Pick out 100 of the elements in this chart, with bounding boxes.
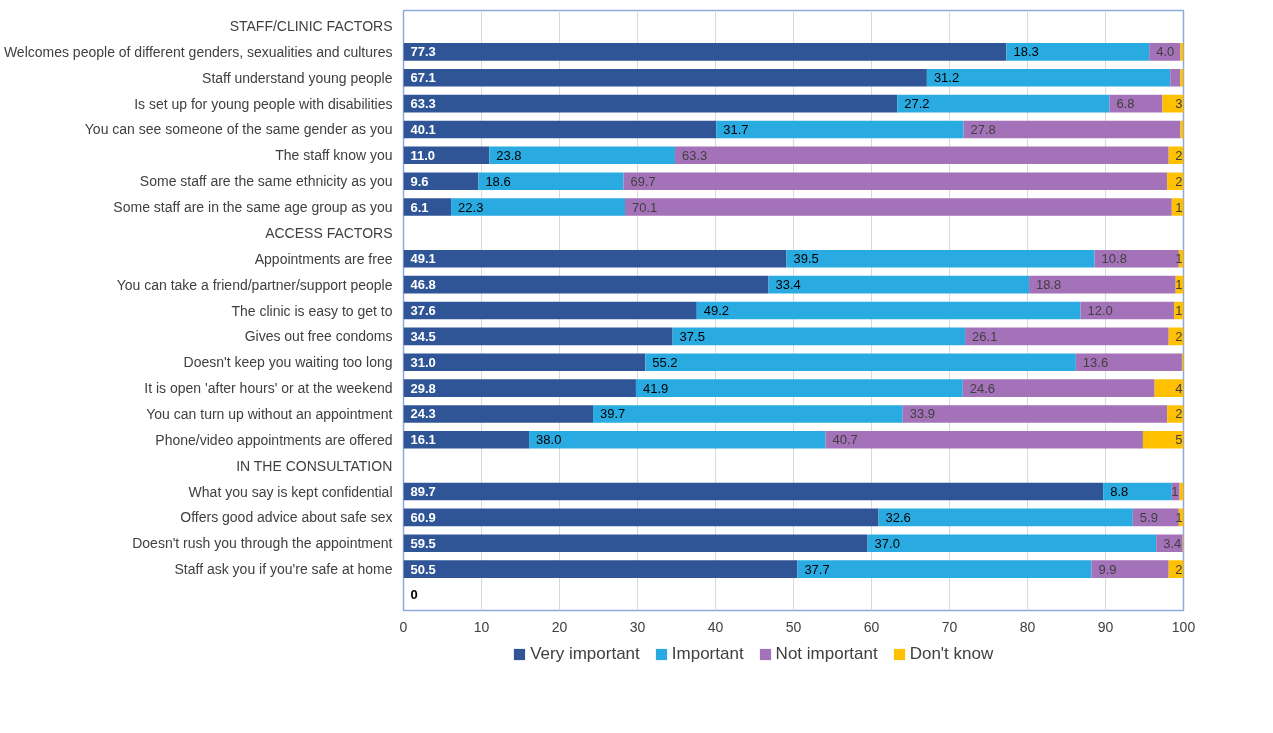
data-label: 18.3 xyxy=(1013,44,1039,60)
data-label: 37.6 xyxy=(410,303,436,318)
data-label: 37.0 xyxy=(874,535,900,551)
data-label: 27.8 xyxy=(970,121,996,137)
y-tick-label: Is set up for young people with disabilities xyxy=(134,95,393,112)
data-label: 22.3 xyxy=(458,199,484,215)
bar xyxy=(1180,68,1184,87)
data-label: 3 xyxy=(1175,96,1183,112)
data-label: 63.3 xyxy=(410,96,436,112)
bar xyxy=(403,431,530,449)
data-label: 31.0 xyxy=(410,354,436,370)
data-label: 41.9 xyxy=(642,380,669,396)
data-label: 1 xyxy=(1175,277,1183,293)
y-tick-label: Some staff are in the same age group as you xyxy=(113,199,393,216)
bar xyxy=(1180,43,1184,61)
data-label: 18.6 xyxy=(485,173,511,189)
data-label: 39.5 xyxy=(793,251,819,267)
data-label: 55.2 xyxy=(652,354,678,370)
data-label: 12.0 xyxy=(1087,303,1113,318)
x-tick-label: 30 xyxy=(629,618,646,635)
data-label: 69.7 xyxy=(630,173,656,189)
data-label: 4.0 xyxy=(1156,44,1175,60)
y-tick-label: What you say is kept confidential xyxy=(188,483,393,500)
data-label: 63.3 xyxy=(681,147,708,163)
legend-label: Very important xyxy=(530,644,640,664)
data-label: 13.6 xyxy=(1082,354,1109,370)
data-label: 37.5 xyxy=(679,328,705,344)
data-label: 33.4 xyxy=(775,277,801,293)
data-label: 50.5 xyxy=(410,561,436,577)
bar xyxy=(403,120,717,139)
bar xyxy=(478,172,624,190)
data-label: 10.8 xyxy=(1101,251,1127,267)
data-label: 59.5 xyxy=(410,535,436,551)
bar xyxy=(674,146,1169,165)
data-label: 40.7 xyxy=(832,432,858,448)
bar xyxy=(625,198,1172,216)
bar xyxy=(529,431,826,449)
bar xyxy=(926,68,1171,87)
bar xyxy=(1075,353,1182,372)
data-label: 60.9 xyxy=(410,509,436,525)
y-tick-label: The staff know you xyxy=(275,147,393,164)
bar xyxy=(403,405,594,423)
bar xyxy=(403,482,1104,501)
bar xyxy=(1091,560,1169,578)
y-tick-label: Doesn't rush you through the appointment xyxy=(132,535,393,552)
bar xyxy=(1142,431,1184,449)
bar xyxy=(403,301,697,320)
data-label: 89.7 xyxy=(410,484,436,500)
bar xyxy=(716,120,964,139)
bar xyxy=(451,198,626,216)
data-label: 24.3 xyxy=(410,406,436,422)
bar xyxy=(1180,120,1184,139)
x-tick-label: 0 xyxy=(399,618,408,635)
y-tick-label: STAFF/CLINIC FACTORS xyxy=(229,18,393,35)
bar xyxy=(403,172,479,190)
data-label: 38.0 xyxy=(536,432,562,448)
y-tick-label: Appointments are free xyxy=(254,250,393,267)
data-label: 33.9 xyxy=(909,406,936,422)
bar xyxy=(623,172,1168,190)
x-tick-label: 100 xyxy=(1171,618,1196,635)
data-label: 40.1 xyxy=(410,121,436,137)
bar xyxy=(962,379,1155,397)
data-label: 49.2 xyxy=(703,303,730,318)
data-label: 39.7 xyxy=(600,406,626,422)
bar xyxy=(403,353,646,372)
data-label: 46.8 xyxy=(410,277,436,293)
bar xyxy=(403,275,769,294)
data-label: 24.6 xyxy=(969,380,996,396)
bar xyxy=(897,94,1110,113)
bar xyxy=(902,405,1168,423)
data-label: 6.1 xyxy=(410,199,429,215)
bar xyxy=(768,275,1030,294)
data-label: 1 xyxy=(1175,303,1183,318)
bar xyxy=(403,327,673,346)
bar xyxy=(1154,379,1184,397)
data-label: 77.3 xyxy=(410,44,436,60)
data-label: 29.8 xyxy=(410,380,436,396)
data-label: 5 xyxy=(1175,432,1183,448)
bar xyxy=(403,94,898,113)
bar xyxy=(593,405,903,423)
y-tick-label: Staff ask you if you're safe at home xyxy=(174,561,393,578)
bar xyxy=(963,120,1181,139)
bar xyxy=(635,379,963,397)
bar xyxy=(1006,43,1150,61)
data-label: 9.9 xyxy=(1098,561,1117,577)
data-label: 8.8 xyxy=(1110,484,1129,500)
x-tick-label: 80 xyxy=(1019,618,1036,635)
data-label: 1 xyxy=(1171,484,1179,500)
data-label: 31.7 xyxy=(723,121,749,137)
data-label: 49.1 xyxy=(410,251,436,267)
y-tick-label: ACCESS FACTORS xyxy=(265,224,393,241)
y-tick-label: Phone/video appointments are offered xyxy=(155,431,393,448)
data-label: 27.2 xyxy=(904,96,930,112)
y-tick-label: Doesn't keep you waiting too long xyxy=(183,354,393,371)
data-label: 5.9 xyxy=(1139,509,1158,525)
y-tick-label: Welcomes people of different genders, sexualities and cultures xyxy=(3,43,393,60)
y-tick-label: Offers good advice about safe sex xyxy=(180,509,393,526)
bar xyxy=(403,249,787,268)
data-label: 2 xyxy=(1175,173,1183,189)
bar xyxy=(672,327,966,346)
